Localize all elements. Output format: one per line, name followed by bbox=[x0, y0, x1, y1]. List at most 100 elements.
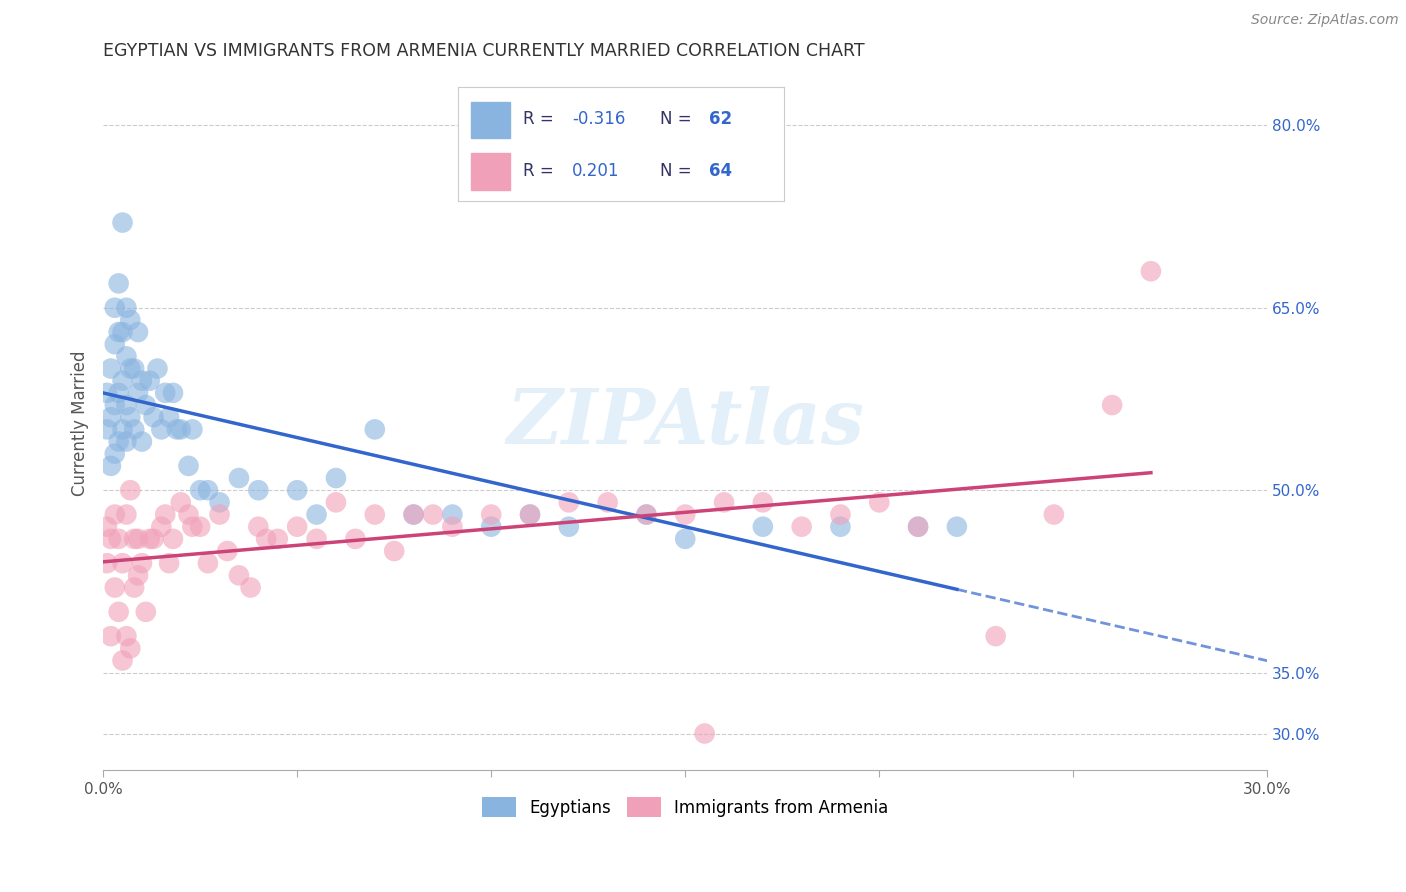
Point bbox=[100, 361, 122, 376]
Point bbox=[402, 508, 425, 522]
Point bbox=[155, 508, 177, 522]
Point bbox=[868, 495, 890, 509]
Point bbox=[596, 495, 619, 509]
Point bbox=[120, 410, 142, 425]
Point bbox=[181, 422, 204, 436]
Point bbox=[162, 385, 184, 400]
Point bbox=[107, 325, 129, 339]
Point bbox=[1101, 398, 1123, 412]
Point bbox=[693, 726, 716, 740]
Point bbox=[558, 495, 581, 509]
Point bbox=[96, 519, 118, 533]
Point bbox=[115, 350, 138, 364]
Point bbox=[519, 508, 541, 522]
Point bbox=[673, 508, 696, 522]
Y-axis label: Currently Married: Currently Married bbox=[72, 351, 89, 496]
Point bbox=[479, 519, 502, 533]
Point bbox=[131, 434, 153, 449]
Point bbox=[188, 519, 211, 533]
Point bbox=[247, 483, 270, 498]
Point bbox=[228, 568, 250, 582]
Point bbox=[325, 495, 347, 509]
Point bbox=[104, 337, 127, 351]
Point bbox=[402, 508, 425, 522]
Point bbox=[107, 385, 129, 400]
Point bbox=[790, 519, 813, 533]
Point bbox=[157, 410, 180, 425]
Point bbox=[830, 508, 852, 522]
Point bbox=[96, 422, 118, 436]
Point bbox=[122, 361, 145, 376]
Point bbox=[138, 532, 160, 546]
Point bbox=[239, 581, 262, 595]
Point bbox=[127, 385, 149, 400]
Point bbox=[104, 508, 127, 522]
Point bbox=[104, 398, 127, 412]
Point bbox=[636, 508, 658, 522]
Point bbox=[127, 325, 149, 339]
Point bbox=[120, 641, 142, 656]
Point bbox=[100, 629, 122, 643]
Point bbox=[479, 508, 502, 522]
Point bbox=[1140, 264, 1163, 278]
Point bbox=[254, 532, 277, 546]
Point bbox=[305, 508, 328, 522]
Point bbox=[1043, 508, 1066, 522]
Point bbox=[111, 216, 134, 230]
Point bbox=[100, 410, 122, 425]
Point bbox=[946, 519, 969, 533]
Point bbox=[217, 544, 239, 558]
Point bbox=[115, 398, 138, 412]
Legend: Egyptians, Immigrants from Armenia: Egyptians, Immigrants from Armenia bbox=[475, 790, 894, 824]
Point bbox=[120, 361, 142, 376]
Point bbox=[364, 422, 387, 436]
Point bbox=[135, 605, 157, 619]
Point bbox=[115, 301, 138, 315]
Point bbox=[907, 519, 929, 533]
Point bbox=[364, 508, 387, 522]
Point bbox=[111, 556, 134, 570]
Point bbox=[142, 532, 165, 546]
Point bbox=[131, 374, 153, 388]
Point bbox=[441, 508, 464, 522]
Point bbox=[984, 629, 1007, 643]
Point bbox=[907, 519, 929, 533]
Point bbox=[104, 447, 127, 461]
Point bbox=[752, 495, 775, 509]
Point bbox=[111, 325, 134, 339]
Point bbox=[422, 508, 444, 522]
Point bbox=[127, 568, 149, 582]
Point bbox=[104, 301, 127, 315]
Point bbox=[228, 471, 250, 485]
Point bbox=[673, 532, 696, 546]
Point bbox=[177, 508, 200, 522]
Point bbox=[107, 277, 129, 291]
Point bbox=[120, 313, 142, 327]
Point bbox=[135, 398, 157, 412]
Point bbox=[247, 519, 270, 533]
Point bbox=[146, 361, 169, 376]
Point bbox=[100, 532, 122, 546]
Point bbox=[96, 556, 118, 570]
Point bbox=[111, 422, 134, 436]
Point bbox=[558, 519, 581, 533]
Point bbox=[107, 605, 129, 619]
Point bbox=[122, 532, 145, 546]
Point bbox=[285, 519, 308, 533]
Point bbox=[181, 519, 204, 533]
Text: EGYPTIAN VS IMMIGRANTS FROM ARMENIA CURRENTLY MARRIED CORRELATION CHART: EGYPTIAN VS IMMIGRANTS FROM ARMENIA CURR… bbox=[103, 42, 865, 60]
Point bbox=[208, 495, 231, 509]
Point bbox=[713, 495, 735, 509]
Point bbox=[142, 410, 165, 425]
Point bbox=[162, 532, 184, 546]
Point bbox=[197, 556, 219, 570]
Point bbox=[115, 434, 138, 449]
Point bbox=[120, 483, 142, 498]
Point bbox=[115, 629, 138, 643]
Point bbox=[122, 581, 145, 595]
Point bbox=[344, 532, 367, 546]
Point bbox=[177, 458, 200, 473]
Point bbox=[107, 434, 129, 449]
Point bbox=[752, 519, 775, 533]
Point bbox=[441, 519, 464, 533]
